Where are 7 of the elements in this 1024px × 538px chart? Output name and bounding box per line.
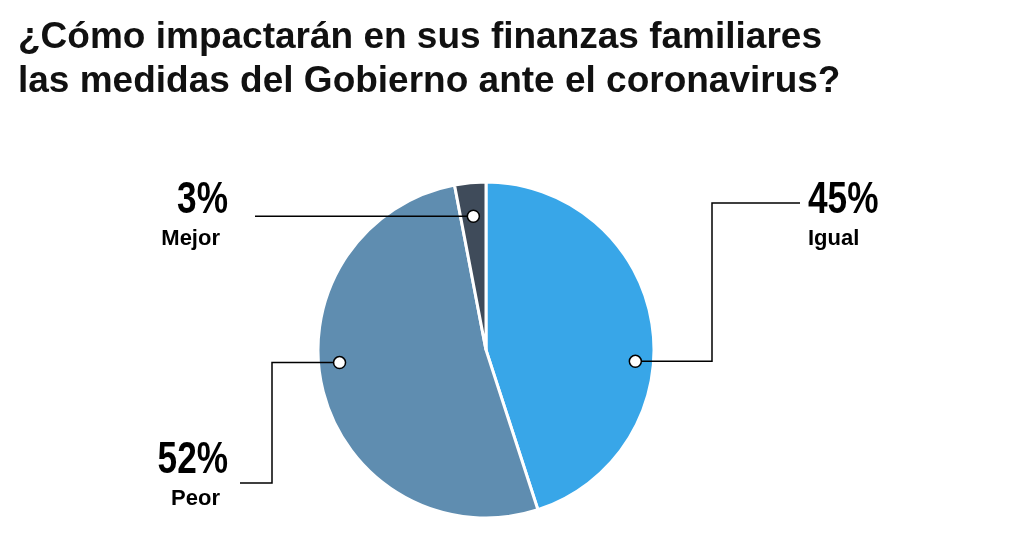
chart-title: ¿Cómo impactarán en sus finanzas familiares las medidas del Gobierno ante el coronavirus? bbox=[18, 15, 841, 100]
slice-label: Peor bbox=[171, 485, 221, 510]
slice-label: Mejor bbox=[161, 225, 221, 250]
data-label: 3% bbox=[177, 173, 228, 222]
data-label: 45% bbox=[808, 173, 879, 222]
slice-label: Igual bbox=[808, 225, 860, 250]
data-label: 52% bbox=[157, 433, 228, 482]
